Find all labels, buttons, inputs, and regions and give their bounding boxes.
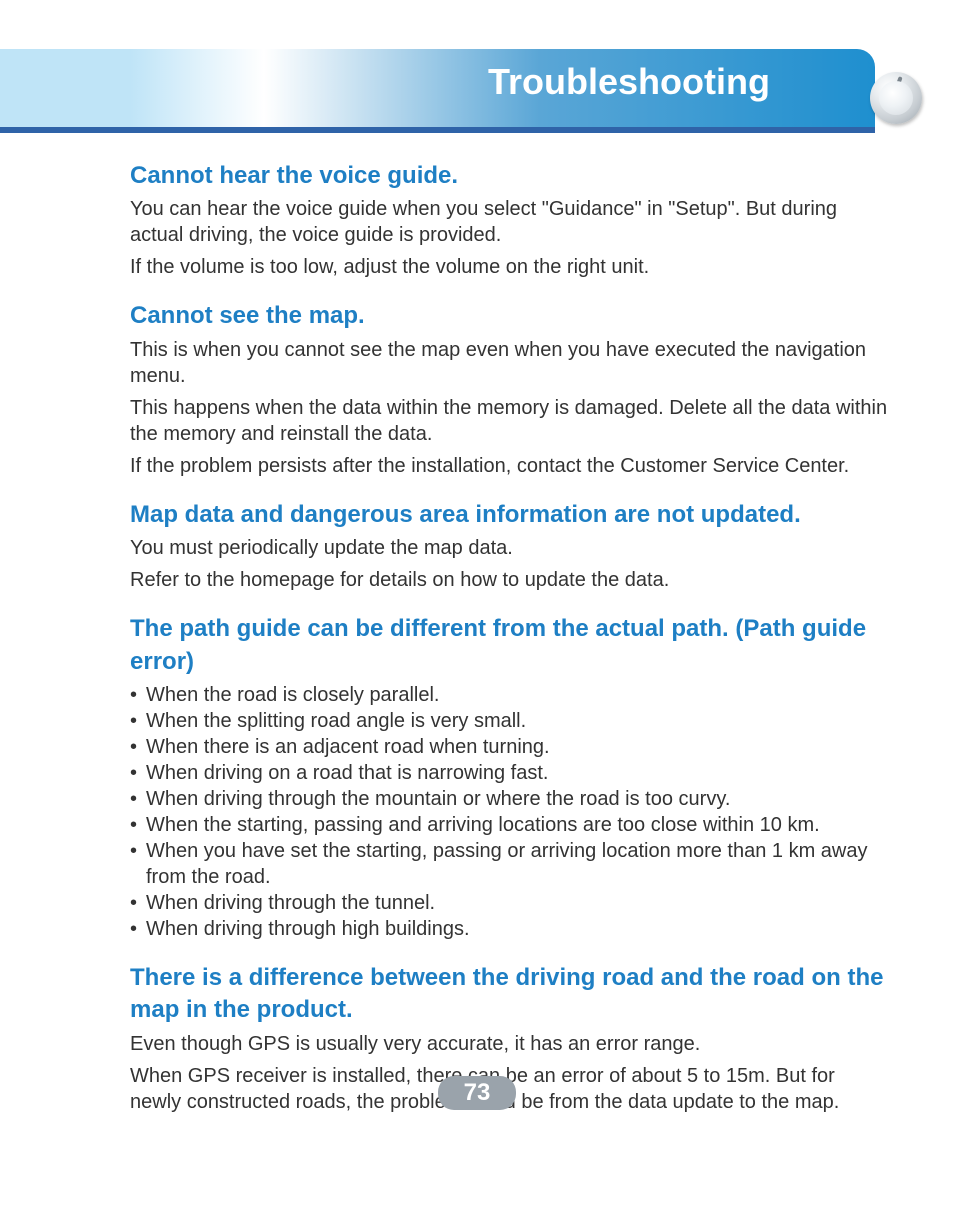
- list-item: When the splitting road angle is very sm…: [130, 708, 890, 734]
- section-title: There is a difference between the drivin…: [130, 962, 890, 1027]
- body-text: This is when you cannot see the map even…: [130, 337, 890, 389]
- list-item: When driving through the mountain or whe…: [130, 786, 890, 812]
- bullet-list: When the road is closely parallel. When …: [130, 682, 890, 942]
- body-text: Even though GPS is usually very accurate…: [130, 1031, 890, 1057]
- content-area: Cannot hear the voice guide. You can hea…: [130, 160, 890, 1121]
- header-left-block: [0, 49, 130, 127]
- body-text: This happens when the data within the me…: [130, 395, 890, 447]
- list-item: When the road is closely parallel.: [130, 682, 890, 708]
- page-number: 73: [438, 1076, 517, 1110]
- list-item: When the starting, passing and arriving …: [130, 812, 890, 838]
- header-bar: Troubleshooting: [0, 49, 954, 127]
- section-title: Cannot see the map.: [130, 300, 890, 332]
- list-item: When driving through high buildings.: [130, 916, 890, 942]
- page-number-container: 73: [0, 1076, 954, 1110]
- body-text: If the problem persists after the instal…: [130, 453, 890, 479]
- header-underline: [0, 127, 875, 133]
- section-title: Map data and dangerous area information …: [130, 499, 890, 531]
- list-item: When driving on a road that is narrowing…: [130, 760, 890, 786]
- body-text: You must periodically update the map dat…: [130, 535, 890, 561]
- body-text: Refer to the homepage for details on how…: [130, 567, 890, 593]
- knob-icon: [870, 72, 922, 124]
- header-gradient: Troubleshooting: [130, 49, 875, 127]
- list-item: When you have set the starting, passing …: [130, 838, 890, 890]
- list-item: When there is an adjacent road when turn…: [130, 734, 890, 760]
- section-title: Cannot hear the voice guide.: [130, 160, 890, 192]
- body-text: If the volume is too low, adjust the vol…: [130, 254, 890, 280]
- list-item: When driving through the tunnel.: [130, 890, 890, 916]
- body-text: You can hear the voice guide when you se…: [130, 196, 890, 248]
- page-title: Troubleshooting: [488, 61, 770, 103]
- section-title: The path guide can be different from the…: [130, 613, 890, 678]
